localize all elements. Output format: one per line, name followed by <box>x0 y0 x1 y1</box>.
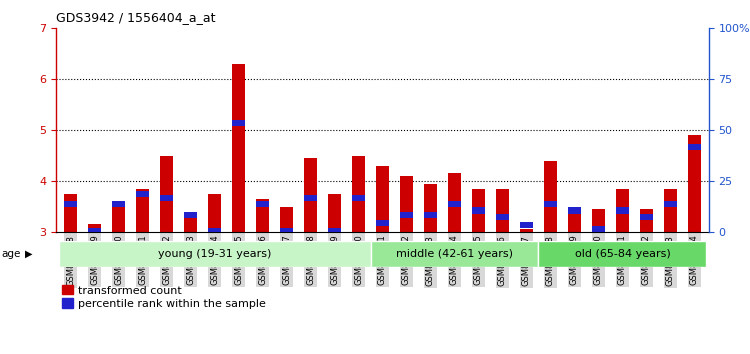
Bar <box>472 189 485 232</box>
Bar <box>256 201 269 207</box>
Bar <box>58 241 370 267</box>
Bar <box>688 144 701 150</box>
Bar <box>616 207 629 213</box>
Bar <box>136 189 149 232</box>
Bar <box>208 194 221 232</box>
Bar <box>592 209 605 232</box>
Bar <box>328 194 341 232</box>
Bar <box>448 201 461 207</box>
Legend: transformed count, percentile rank within the sample: transformed count, percentile rank withi… <box>62 285 266 309</box>
Bar <box>400 176 413 232</box>
Bar <box>592 226 605 232</box>
Text: old (65-84 years): old (65-84 years) <box>574 249 670 259</box>
Bar <box>232 120 245 126</box>
Bar <box>568 207 581 213</box>
Bar <box>64 201 77 207</box>
Bar <box>664 189 677 232</box>
Bar <box>304 158 317 232</box>
Bar <box>544 161 557 232</box>
Bar <box>184 212 197 218</box>
Bar <box>160 155 173 232</box>
Bar <box>616 189 629 232</box>
Bar <box>160 195 173 201</box>
Bar <box>400 212 413 218</box>
Bar <box>376 219 389 226</box>
Bar <box>64 194 77 232</box>
Bar <box>472 207 485 213</box>
Bar <box>496 213 509 219</box>
Text: GDS3942 / 1556404_a_at: GDS3942 / 1556404_a_at <box>56 11 216 24</box>
Text: age: age <box>2 249 21 259</box>
Text: young (19-31 years): young (19-31 years) <box>158 249 272 259</box>
Bar <box>112 201 125 232</box>
Bar <box>328 228 341 234</box>
Bar <box>664 201 677 207</box>
Bar <box>112 201 125 207</box>
Bar <box>136 191 149 197</box>
Bar <box>544 201 557 207</box>
Bar <box>424 183 437 232</box>
Bar <box>376 166 389 232</box>
Bar <box>496 189 509 232</box>
Bar <box>232 64 245 232</box>
Bar <box>256 199 269 232</box>
Bar <box>688 135 701 232</box>
Bar <box>88 228 101 234</box>
Bar <box>88 224 101 232</box>
Bar <box>538 241 706 267</box>
Bar <box>520 229 533 232</box>
Bar <box>370 241 538 267</box>
Bar <box>640 213 653 219</box>
Bar <box>184 215 197 232</box>
Bar <box>280 207 293 232</box>
Bar <box>448 173 461 232</box>
Bar <box>640 209 653 232</box>
Bar <box>280 228 293 234</box>
Bar <box>352 195 365 201</box>
Bar <box>304 195 317 201</box>
Text: middle (42-61 years): middle (42-61 years) <box>396 249 513 259</box>
Bar <box>568 207 581 232</box>
Bar <box>424 212 437 218</box>
Bar <box>352 155 365 232</box>
Bar <box>208 228 221 234</box>
Bar <box>520 222 533 228</box>
Text: ▶: ▶ <box>25 249 32 259</box>
